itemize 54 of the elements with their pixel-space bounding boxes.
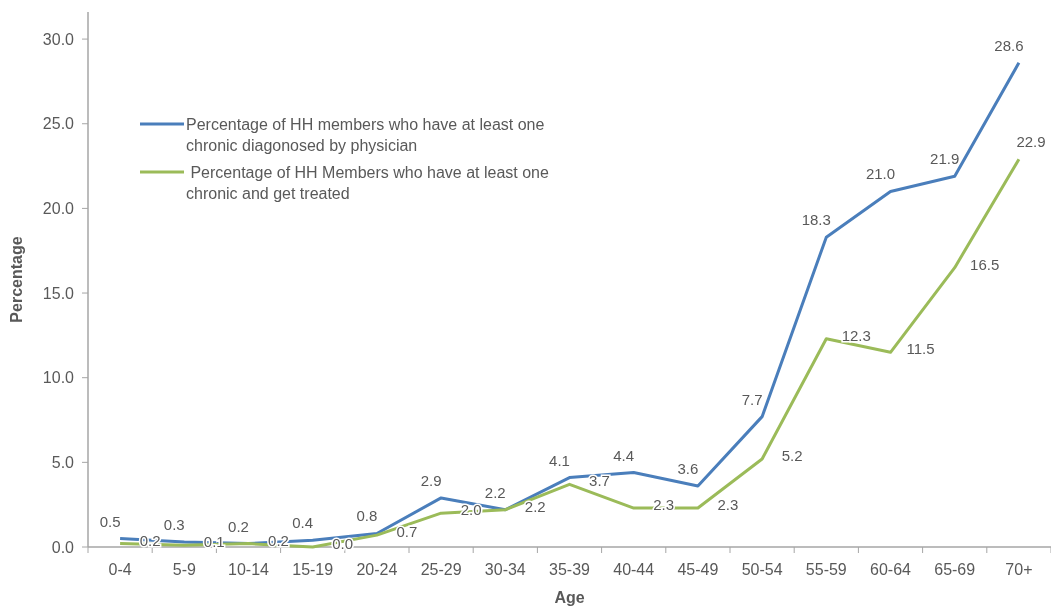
x-axis-title: Age [554,589,585,606]
x-tick-label: 5-9 [172,561,196,578]
x-tick-label: 60-64 [870,561,912,578]
data-label: 0.2 [268,531,289,549]
legend-label: Percentage of HH Members who have at least one chronic and get treated [186,163,549,202]
data-label: 4.4 [613,446,635,464]
y-tick-label: 20.0 [42,199,75,217]
data-label: 12.3 [841,326,871,344]
data-label: 0.1 [203,533,225,551]
data-label: 0.5 [99,512,121,530]
data-label: 21.0 [865,165,896,183]
data-label: 0.3 [163,515,185,533]
data-label: 11.5 [906,340,935,358]
x-tick-label: 45-49 [677,561,719,578]
data-label: 5.2 [781,446,803,464]
data-label: 18.3 [801,211,831,229]
x-tick-label: 55-59 [805,561,847,578]
y-tick-label: 15.0 [42,284,75,302]
x-tick-label: 40-44 [613,561,655,578]
y-tick-label: 5.0 [51,453,75,471]
data-label: 2.2 [484,483,506,501]
data-label: 28.6 [994,36,1024,54]
data-label: 4.1 [549,451,570,469]
x-tick-label: 10-14 [228,561,270,578]
data-label: 2.3 [717,496,739,514]
y-axis-title: Percentage [8,236,25,323]
y-tick-label: 25.0 [42,115,75,133]
x-tick-label: 65-69 [934,561,976,578]
x-tick-label: 70+ [1005,561,1033,578]
data-label: 22.9 [1016,133,1046,151]
data-label: 0.4 [292,514,314,532]
x-tick-label: 20-24 [356,561,398,578]
data-label: 3.6 [677,460,699,478]
data-label: 0.0 [332,534,354,552]
x-tick-label: 25-29 [420,561,462,578]
y-tick-label: 10.0 [42,369,75,387]
data-label: 0.2 [228,517,249,535]
data-label: 2.2 [524,497,546,515]
data-label: 21.9 [930,150,960,168]
x-tick-label: 50-54 [741,561,783,578]
data-label: 0.7 [396,523,418,541]
data-label: 0.8 [356,507,378,525]
x-tick-label: 30-34 [484,561,526,578]
data-label: 2.9 [420,471,442,489]
y-tick-label: 30.0 [42,30,75,48]
data-label: 7.7 [741,390,763,408]
legend-label: Percentage of HH members who have at least one chronic diagonosed by physician [186,115,545,154]
y-tick-label: 0.0 [51,538,75,556]
x-tick-label: 0-4 [108,561,132,578]
x-tick-label: 35-39 [549,561,591,578]
data-label: 16.5 [970,255,1000,273]
data-label: 0.2 [139,531,161,549]
data-label: 3.7 [589,472,610,490]
x-tick-label: 15-19 [292,561,334,578]
